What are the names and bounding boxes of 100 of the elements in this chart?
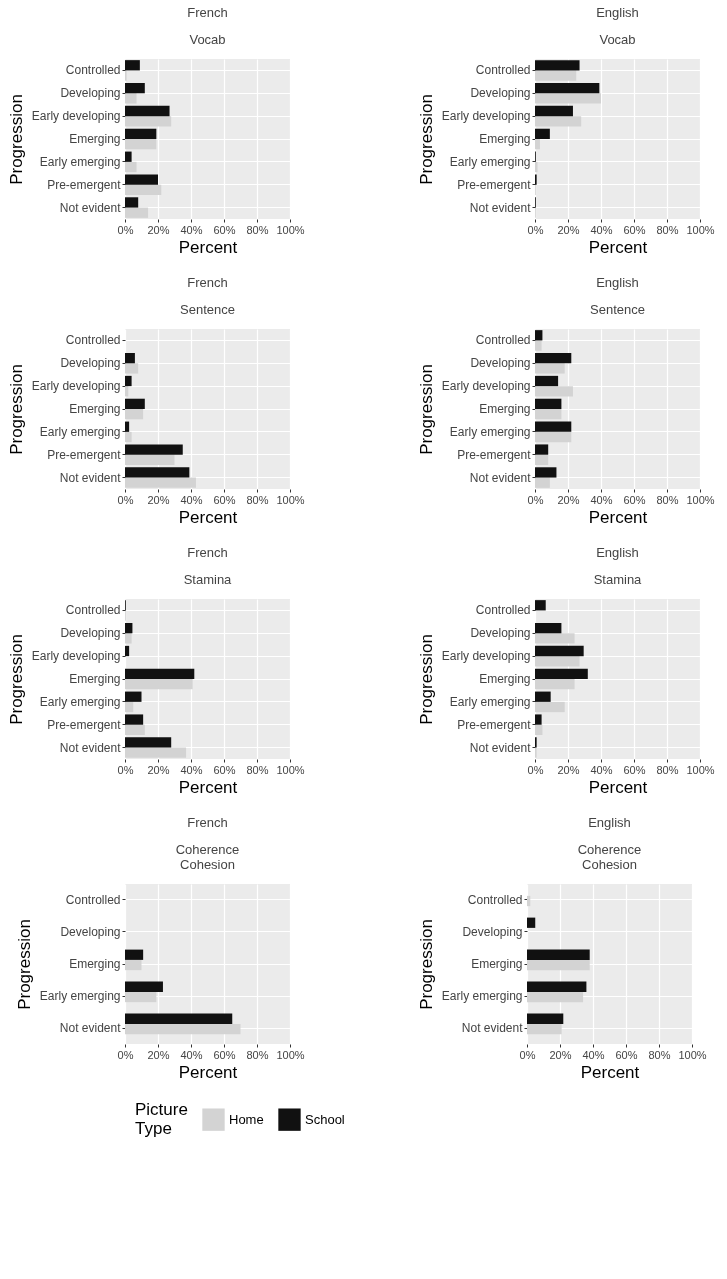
- y-tick-label: Controlled: [475, 603, 531, 618]
- x-axis-title: Percent: [588, 777, 648, 797]
- x-tick-label: 60%: [623, 763, 646, 776]
- bar: [125, 467, 190, 478]
- x-tick-label: 40%: [590, 223, 613, 236]
- x-tick-label: 40%: [180, 223, 203, 236]
- bar: [535, 679, 575, 690]
- y-tick-label: Early emerging: [39, 154, 121, 169]
- chart-subtitle: Coherence Cohesion: [175, 842, 240, 872]
- chart-title: English: [596, 545, 639, 560]
- y-tick-label: Not evident: [469, 740, 532, 755]
- x-axis-title: Percent: [588, 237, 648, 257]
- bar: [535, 454, 549, 465]
- bar: [535, 645, 584, 657]
- x-tick-label: 80%: [246, 223, 269, 236]
- y-tick-label: Controlled: [467, 893, 523, 907]
- bar: [535, 467, 557, 478]
- bar: [527, 949, 590, 960]
- y-tick-label: Early developing: [441, 379, 531, 394]
- bar: [125, 375, 132, 387]
- y-tick-label: Early developing: [31, 109, 121, 124]
- bar: [527, 1013, 564, 1024]
- bar: [125, 981, 163, 992]
- x-tick-label: 0%: [527, 493, 544, 506]
- bar: [535, 409, 562, 420]
- x-tick-label: 40%: [180, 763, 203, 776]
- x-tick-label: 0%: [519, 1048, 536, 1061]
- x-tick-label: 20%: [557, 493, 580, 506]
- y-tick-label: Controlled: [475, 63, 531, 78]
- y-axis-title: Progression: [416, 919, 436, 1010]
- bar: [125, 207, 149, 218]
- chart-subtitle: Sentence: [180, 302, 235, 317]
- bar: [125, 421, 130, 432]
- y-tick-label: Pre-emergent: [457, 447, 532, 462]
- bar: [125, 1013, 233, 1024]
- bar: [535, 363, 565, 374]
- bar: [535, 340, 542, 351]
- x-tick-label: 0%: [117, 763, 134, 776]
- y-tick-label: Emerging: [471, 957, 523, 971]
- y-tick-label: Emerging: [479, 132, 531, 146]
- y-tick-label: Pre-emergent: [47, 177, 122, 192]
- y-tick-label: Not evident: [461, 1021, 524, 1035]
- x-tick-label: 80%: [246, 763, 269, 776]
- y-tick-label: Not evident: [59, 1021, 122, 1035]
- x-tick-label: 40%: [582, 1048, 605, 1061]
- x-tick-label: 40%: [180, 1048, 203, 1061]
- x-tick-label: 100%: [686, 223, 715, 236]
- chart-title: English: [596, 5, 639, 20]
- bar: [535, 477, 550, 488]
- bar: [125, 691, 142, 702]
- bar: [535, 116, 582, 127]
- y-tick-label: Early emerging: [449, 694, 531, 709]
- x-tick-label: 60%: [213, 1048, 236, 1061]
- bar: [125, 959, 142, 971]
- y-axis-title: Progression: [416, 634, 436, 725]
- y-tick-label: Developing: [462, 925, 523, 939]
- bar: [125, 623, 133, 634]
- x-tick-label: 60%: [615, 1048, 638, 1061]
- bar: [125, 353, 135, 364]
- bar: [125, 128, 157, 139]
- x-tick-label: 100%: [276, 223, 305, 236]
- y-tick-label: Early emerging: [441, 989, 523, 1003]
- bar: [535, 714, 542, 725]
- x-axis-title: Percent: [178, 777, 238, 797]
- bar: [125, 116, 172, 127]
- chart-title: French: [187, 815, 228, 830]
- x-axis-title: Percent: [178, 507, 238, 527]
- y-tick-label: Early developing: [31, 649, 121, 664]
- chart-subtitle: Stamina: [183, 572, 233, 587]
- bar: [125, 633, 132, 644]
- x-tick-label: 100%: [276, 763, 305, 776]
- y-tick-label: Emerging: [69, 957, 121, 971]
- bar: [535, 60, 580, 71]
- bar: [535, 701, 565, 713]
- x-tick-label: 20%: [147, 493, 170, 506]
- bar: [125, 949, 144, 960]
- y-tick-label: Developing: [60, 626, 121, 641]
- y-tick-label: Early emerging: [449, 424, 531, 439]
- y-axis-title: Progression: [6, 364, 26, 455]
- y-tick-label: Controlled: [65, 893, 121, 907]
- x-tick-label: 20%: [549, 1048, 572, 1061]
- bar: [535, 600, 546, 611]
- x-tick-label: 60%: [213, 763, 236, 776]
- bar: [125, 93, 137, 104]
- bar: [535, 105, 573, 117]
- bar: [125, 444, 183, 455]
- y-tick-label: Early developing: [441, 109, 531, 124]
- y-tick-label: Developing: [470, 86, 531, 101]
- y-tick-label: Developing: [60, 356, 121, 371]
- x-tick-label: 100%: [678, 1048, 707, 1061]
- bar: [535, 330, 543, 341]
- chart-title: French: [187, 5, 228, 20]
- y-tick-label: Early emerging: [39, 989, 121, 1003]
- bar: [535, 421, 572, 432]
- x-tick-label: 0%: [117, 1048, 134, 1061]
- x-tick-label: 80%: [656, 763, 679, 776]
- y-axis-title: Progression: [6, 94, 26, 185]
- x-tick-label: 40%: [590, 763, 613, 776]
- x-tick-label: 100%: [686, 493, 715, 506]
- bar: [125, 60, 140, 71]
